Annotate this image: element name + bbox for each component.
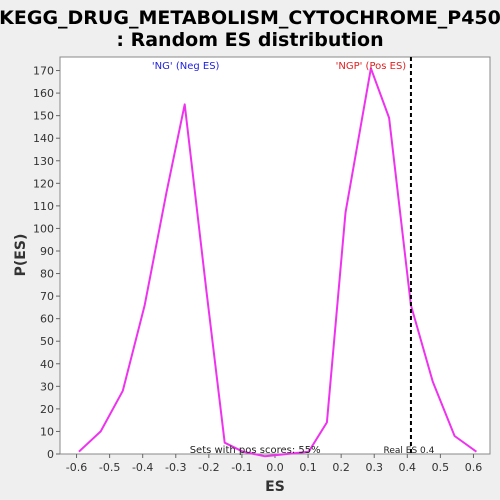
y-tick-label: 10: [40, 425, 54, 438]
y-tick-label: 30: [40, 380, 54, 393]
pos-es-label: 'NGP' (Pos ES): [336, 61, 407, 72]
y-tick-label: 80: [40, 268, 54, 281]
chart-title-line1: KEGG_DRUG_METABOLISM_CYTOCHROME_P450: [0, 7, 500, 29]
real-es-annotation: Real ES 0.4: [384, 446, 435, 456]
x-axis-label: ES: [265, 479, 285, 495]
y-tick-label: 130: [33, 155, 54, 168]
y-tick-label: 120: [33, 177, 54, 190]
x-tick-label: 0.2: [332, 461, 350, 474]
neg-es-label: 'NG' (Neg ES): [152, 61, 220, 72]
x-axis: -0.6 -0.5 -0.4 -0.3 -0.2 -0.1 0.0 0.1 0.2 0.3 0.4 0…: [66, 454, 482, 474]
x-tick-label: 0.6: [465, 461, 483, 474]
y-tick-label: 160: [33, 87, 54, 100]
y-tick-label: 0: [47, 448, 54, 461]
y-tick-label: 140: [33, 132, 54, 145]
y-axis-label: P(ES): [13, 234, 29, 277]
y-tick-label: 60: [40, 313, 54, 326]
y-tick-label: 150: [33, 110, 54, 123]
x-tick-label: -0.4: [132, 461, 153, 474]
y-tick-label: 40: [40, 358, 54, 371]
x-tick-label: -0.5: [99, 461, 120, 474]
x-tick-label: 0.5: [432, 461, 450, 474]
y-tick-label: 170: [33, 65, 54, 78]
x-tick-label: -0.1: [231, 461, 252, 474]
y-tick-label: 70: [40, 290, 54, 303]
x-tick-label: 0.3: [365, 461, 383, 474]
chart-title-line2: : Random ES distribution: [116, 29, 383, 51]
x-tick-label: 0.4: [399, 461, 417, 474]
y-tick-label: 100: [33, 222, 54, 235]
x-tick-label: -0.2: [198, 461, 219, 474]
y-axis: 0 10 20 30 40 50 60 70 80 90 100 110 120 130 140 150 160…: [33, 65, 60, 461]
x-tick-label: 0.1: [299, 461, 317, 474]
plot-area: [59, 56, 491, 455]
y-tick-label: 50: [40, 335, 54, 348]
pos-scores-annotation: Sets with pos scores: 55%: [190, 445, 321, 456]
x-tick-label: 0.0: [266, 461, 284, 474]
x-tick-label: -0.6: [66, 461, 87, 474]
x-tick-label: -0.3: [165, 461, 186, 474]
y-tick-label: 20: [40, 403, 54, 416]
y-tick-label: 110: [33, 200, 54, 213]
y-tick-label: 90: [40, 245, 54, 258]
